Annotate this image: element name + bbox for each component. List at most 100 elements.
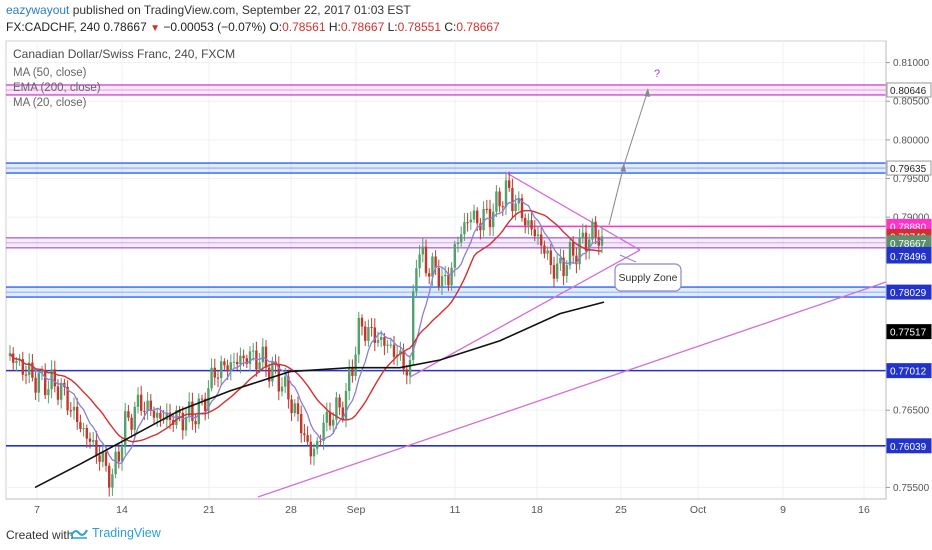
candle-body (482, 208, 485, 231)
candle-body (213, 367, 216, 378)
candle-body (559, 257, 562, 264)
candle-body (472, 210, 476, 220)
candle-body (44, 370, 47, 396)
callout-pointer (619, 254, 637, 263)
supply-zone-callout[interactable] (614, 263, 682, 292)
candle-body (402, 350, 405, 370)
triangle-down-icon: ▼ (150, 23, 161, 34)
candle-body (216, 377, 220, 379)
candle-body (293, 403, 296, 414)
candle-body (568, 242, 572, 266)
indicator-ma20[interactable]: MA (20, close) (13, 97, 87, 109)
candle-body (588, 239, 591, 251)
candle-body (341, 407, 344, 420)
indicator-ema200[interactable]: EMA (200, close) (13, 82, 101, 94)
candle-body (127, 411, 130, 418)
candle-body (248, 351, 252, 364)
candle-body (444, 274, 447, 277)
price-chart[interactable]: ? Supply Zone 0.81000 0.80500 0.80000 0.7950… (0, 0, 932, 522)
price-label-text: 0.77517 (890, 328, 927, 339)
candle-body (533, 229, 536, 237)
trend-line (504, 171, 641, 251)
supply-zone-label: Supply Zone (619, 272, 678, 284)
candle-body (591, 221, 594, 240)
candle-body (338, 397, 341, 408)
candle-body (344, 390, 348, 420)
chart-title: Canadian Dollar/Swiss Franc, 240, FXCM (13, 47, 235, 61)
candle-body (498, 191, 501, 207)
indicator-ma50[interactable]: MA (50, close) (13, 67, 87, 79)
candle-body (120, 447, 124, 462)
candle-body (242, 355, 245, 359)
candle-body (447, 274, 450, 286)
x-tick-label: Sep (347, 504, 366, 516)
candle-body (191, 401, 194, 422)
y-tick-label: 0.76500 (893, 406, 930, 417)
candle-body (220, 361, 223, 378)
candle-body (60, 382, 63, 400)
candle-body (287, 376, 290, 400)
candle-body (69, 410, 72, 412)
candle-body (450, 267, 453, 286)
candle-body (303, 433, 306, 436)
candle-body (504, 180, 508, 207)
tradingview-logo-icon (70, 529, 88, 539)
candle-body (37, 373, 40, 393)
candle-body (488, 208, 492, 228)
candle-body (466, 222, 469, 224)
question-annotation: ? (654, 68, 660, 80)
candle-body (184, 417, 188, 431)
candle-body (485, 208, 488, 210)
close-value: 0.78667 (456, 20, 500, 34)
x-tick-label: 11 (450, 504, 461, 516)
candle-body (56, 386, 60, 400)
candle-body (95, 440, 98, 456)
candle-body (322, 422, 325, 441)
candle-body (319, 440, 322, 442)
ema200-line (34, 301, 605, 489)
candle-body (15, 360, 18, 363)
candle-body (194, 421, 197, 425)
candle-body (229, 362, 232, 372)
candle-body (264, 346, 268, 368)
candle-body (40, 370, 44, 374)
candle-body (527, 220, 530, 226)
projection-arrow-line (608, 164, 625, 226)
candle-body (600, 236, 604, 246)
candle-body (530, 220, 533, 230)
candle-body (146, 400, 149, 412)
low-value: 0.78551 (397, 20, 441, 34)
candle-body (405, 369, 408, 376)
candle-body (389, 344, 392, 346)
candle-body (540, 234, 543, 246)
price-label-box (886, 284, 932, 300)
candle-body (72, 406, 76, 411)
author-link[interactable]: eazywayout (6, 3, 70, 17)
candle-body (424, 246, 428, 274)
candle-body (431, 256, 434, 277)
candle-body (463, 222, 466, 235)
ma50-line (9, 209, 603, 443)
candle-body (98, 455, 101, 462)
candle-body (549, 250, 552, 266)
candle-body (284, 376, 287, 387)
candle-body (92, 440, 95, 442)
symbol-label: FX:CADCHF, 240 (6, 20, 101, 34)
price-label-box (886, 82, 932, 98)
x-tick-label: 7 (34, 504, 40, 516)
candle-body (223, 361, 226, 366)
candle-body (47, 389, 50, 396)
candle-body (508, 180, 511, 188)
candle-body (200, 398, 204, 400)
x-tick-label: Oct (690, 504, 706, 516)
candle-body (252, 350, 255, 352)
low-label: L: (387, 20, 398, 34)
candle-body (437, 268, 440, 287)
candle-body (149, 400, 152, 411)
tradingview-link[interactable]: TradingView (70, 526, 161, 540)
candle-body (312, 448, 316, 457)
candle-body (552, 265, 556, 279)
candle-body (421, 246, 424, 255)
publish-info: eazywayout published on TradingView.com,… (6, 3, 411, 17)
price-label-text: 0.77012 (890, 367, 927, 378)
